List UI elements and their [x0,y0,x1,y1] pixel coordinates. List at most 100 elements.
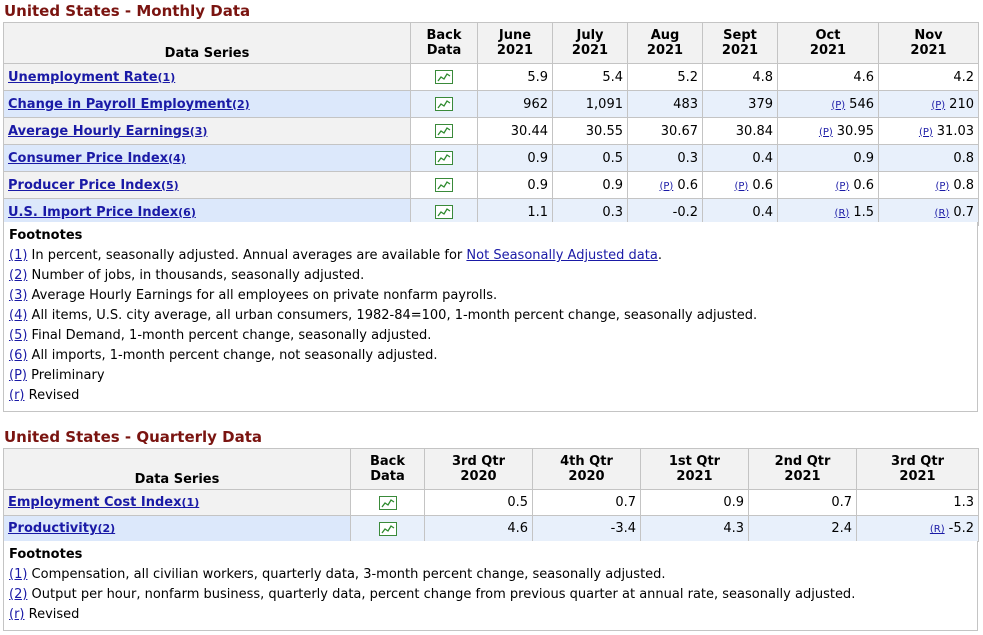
column-header-text: Data [426,43,462,58]
status-badge-link[interactable]: (P) [935,180,950,192]
footnote-ref-link[interactable]: (4) [168,151,186,165]
value-cell: 0.9 [552,171,628,199]
series-link[interactable]: Productivity [8,521,98,536]
line-chart-icon[interactable] [378,521,397,536]
footnote-ref-link[interactable]: (1) [181,496,200,509]
column-header-text: Back [369,454,406,469]
value-cell: 4.6 [777,63,879,91]
series-link[interactable]: Employment Cost Index [8,495,182,510]
monthly-section-title: United States - Monthly Data [4,2,251,20]
value-cell: 5.4 [552,63,628,91]
footnote-label-link[interactable]: (6) [9,348,28,363]
column-header-text: 2020 [460,469,497,484]
footnote-label-link[interactable]: (2) [9,268,28,283]
line-chart-icon[interactable] [435,97,453,111]
table-row: Unemployment Rate(1) 5.9 5.4 5.2 4.8 4.6 4.2 [3,63,979,91]
column-header-text: Data [370,469,405,484]
footnote-text: Preliminary [26,368,105,383]
series-link[interactable]: Consumer Price Index [8,150,169,166]
value-text: 0.4 [752,204,773,220]
series-cell: Consumer Price Index(4) [3,144,411,172]
line-chart-icon[interactable] [435,151,453,165]
quarterly-footnotes: Footnotes (1) Compensation, all civilian… [3,541,978,631]
value-text: 0.6 [853,177,874,193]
footnote-ref-link[interactable]: (2) [97,522,116,535]
status-badge-link[interactable]: (P) [818,126,833,138]
value-text: -0.2 [672,204,698,220]
footnote-label-link[interactable]: (r) [9,388,25,403]
footnote-ref-link[interactable]: (1) [157,70,176,84]
line-chart-icon[interactable] [435,205,453,219]
status-badge-link[interactable]: (P) [659,180,674,192]
footnote-label-link[interactable]: (r) [9,607,25,622]
value-text: -5.2 [948,521,974,536]
column-header-text: 2021 [721,43,759,58]
line-chart-icon[interactable] [378,495,397,510]
footnote-text: Number of jobs, in thousands, seasonally… [27,268,365,283]
line-chart-icon[interactable] [435,70,453,84]
footnote-text: All imports, 1-month percent change, not… [27,348,438,363]
series-link[interactable]: Change in Payroll Employment [8,96,232,112]
value-text: 30.84 [735,123,773,139]
footnote-ref-link[interactable]: (3) [189,124,208,138]
value-text: 0.9 [527,150,548,166]
table-row: Consumer Price Index(4) 0.9 0.5 0.3 0.4 0.9 0.… [3,144,979,172]
status-badge-link[interactable]: (P) [734,180,749,192]
footnote-ref-link[interactable]: (6) [178,205,196,219]
status-badge-link[interactable]: (R) [934,207,950,219]
column-header-text: 2021 [784,469,821,484]
column-header: Back Data [350,448,425,490]
column-header-text: Data Series [164,46,250,61]
value-text: 546 [849,96,874,112]
status-badge-link[interactable]: (P) [835,180,850,192]
value-text: 0.8 [953,177,974,193]
status-badge-link[interactable]: (P) [831,99,846,111]
footnote-label-link[interactable]: (4) [9,308,28,323]
column-header: Nov 2021 [878,22,979,64]
quarterly-data-table: Data Series Back Data 3rd Qtr 2020 4th Qtr 202… [3,448,979,542]
value-cell: (R) -5.2 [856,515,979,542]
series-link[interactable]: Unemployment Rate [8,69,158,85]
status-badge-link[interactable]: (R) [834,207,850,219]
series-link[interactable]: Producer Price Index [8,177,161,193]
value-text: 2.4 [831,521,852,536]
status-badge-link[interactable]: (P) [931,99,946,111]
footnote-ref-link[interactable]: (5) [160,178,179,192]
value-cell: 4.3 [640,515,749,542]
value-cell: 5.9 [477,63,553,91]
series-cell: Productivity(2) [3,515,351,542]
line-chart-icon[interactable] [435,178,453,192]
value-text: 1,091 [585,96,623,112]
status-badge-link[interactable]: (R) [929,524,945,535]
footnote-label-link[interactable]: (P) [9,368,27,383]
column-header-text: Back [426,28,462,43]
footnote-label-link[interactable]: (1) [9,567,28,582]
status-badge-link[interactable]: (P) [918,126,933,138]
column-header: June 2021 [477,22,553,64]
column-header-text: 3rd Qtr [891,454,944,469]
footnote-text: All items, U.S. city average, all urban … [27,308,758,323]
footnote-label-link[interactable]: (5) [9,328,28,343]
value-text: 0.7 [615,495,636,510]
series-link[interactable]: U.S. Import Price Index [8,204,179,220]
back-data-cell [410,90,478,118]
footnote-label-link[interactable]: (2) [9,587,28,602]
table-row: Productivity(2) 4.6 -3.4 4.3 2.4 (R) -5.2 [3,515,979,542]
column-header-text: July [576,28,604,43]
series-link[interactable]: Average Hourly Earnings [8,123,190,139]
footnote-ref-link[interactable]: (2) [231,97,250,111]
nsa-data-link[interactable]: Not Seasonally Adjusted data [466,248,658,263]
column-header-text: 2021 [646,43,684,58]
back-data-cell [350,515,425,542]
value-text: 0.5 [507,495,528,510]
column-header-text: Data Series [134,472,220,487]
line-chart-icon[interactable] [435,124,453,138]
series-cell: Change in Payroll Employment(2) [3,90,411,118]
footnote-label-link[interactable]: (3) [9,288,28,303]
value-text: 30.67 [660,123,698,139]
value-cell: 30.55 [552,117,628,145]
footnote-label-link[interactable]: (1) [9,248,28,263]
back-data-cell [410,171,478,199]
column-header-text: Sept [723,28,757,43]
footnote-item: (3) Average Hourly Earnings for all empl… [9,286,972,306]
